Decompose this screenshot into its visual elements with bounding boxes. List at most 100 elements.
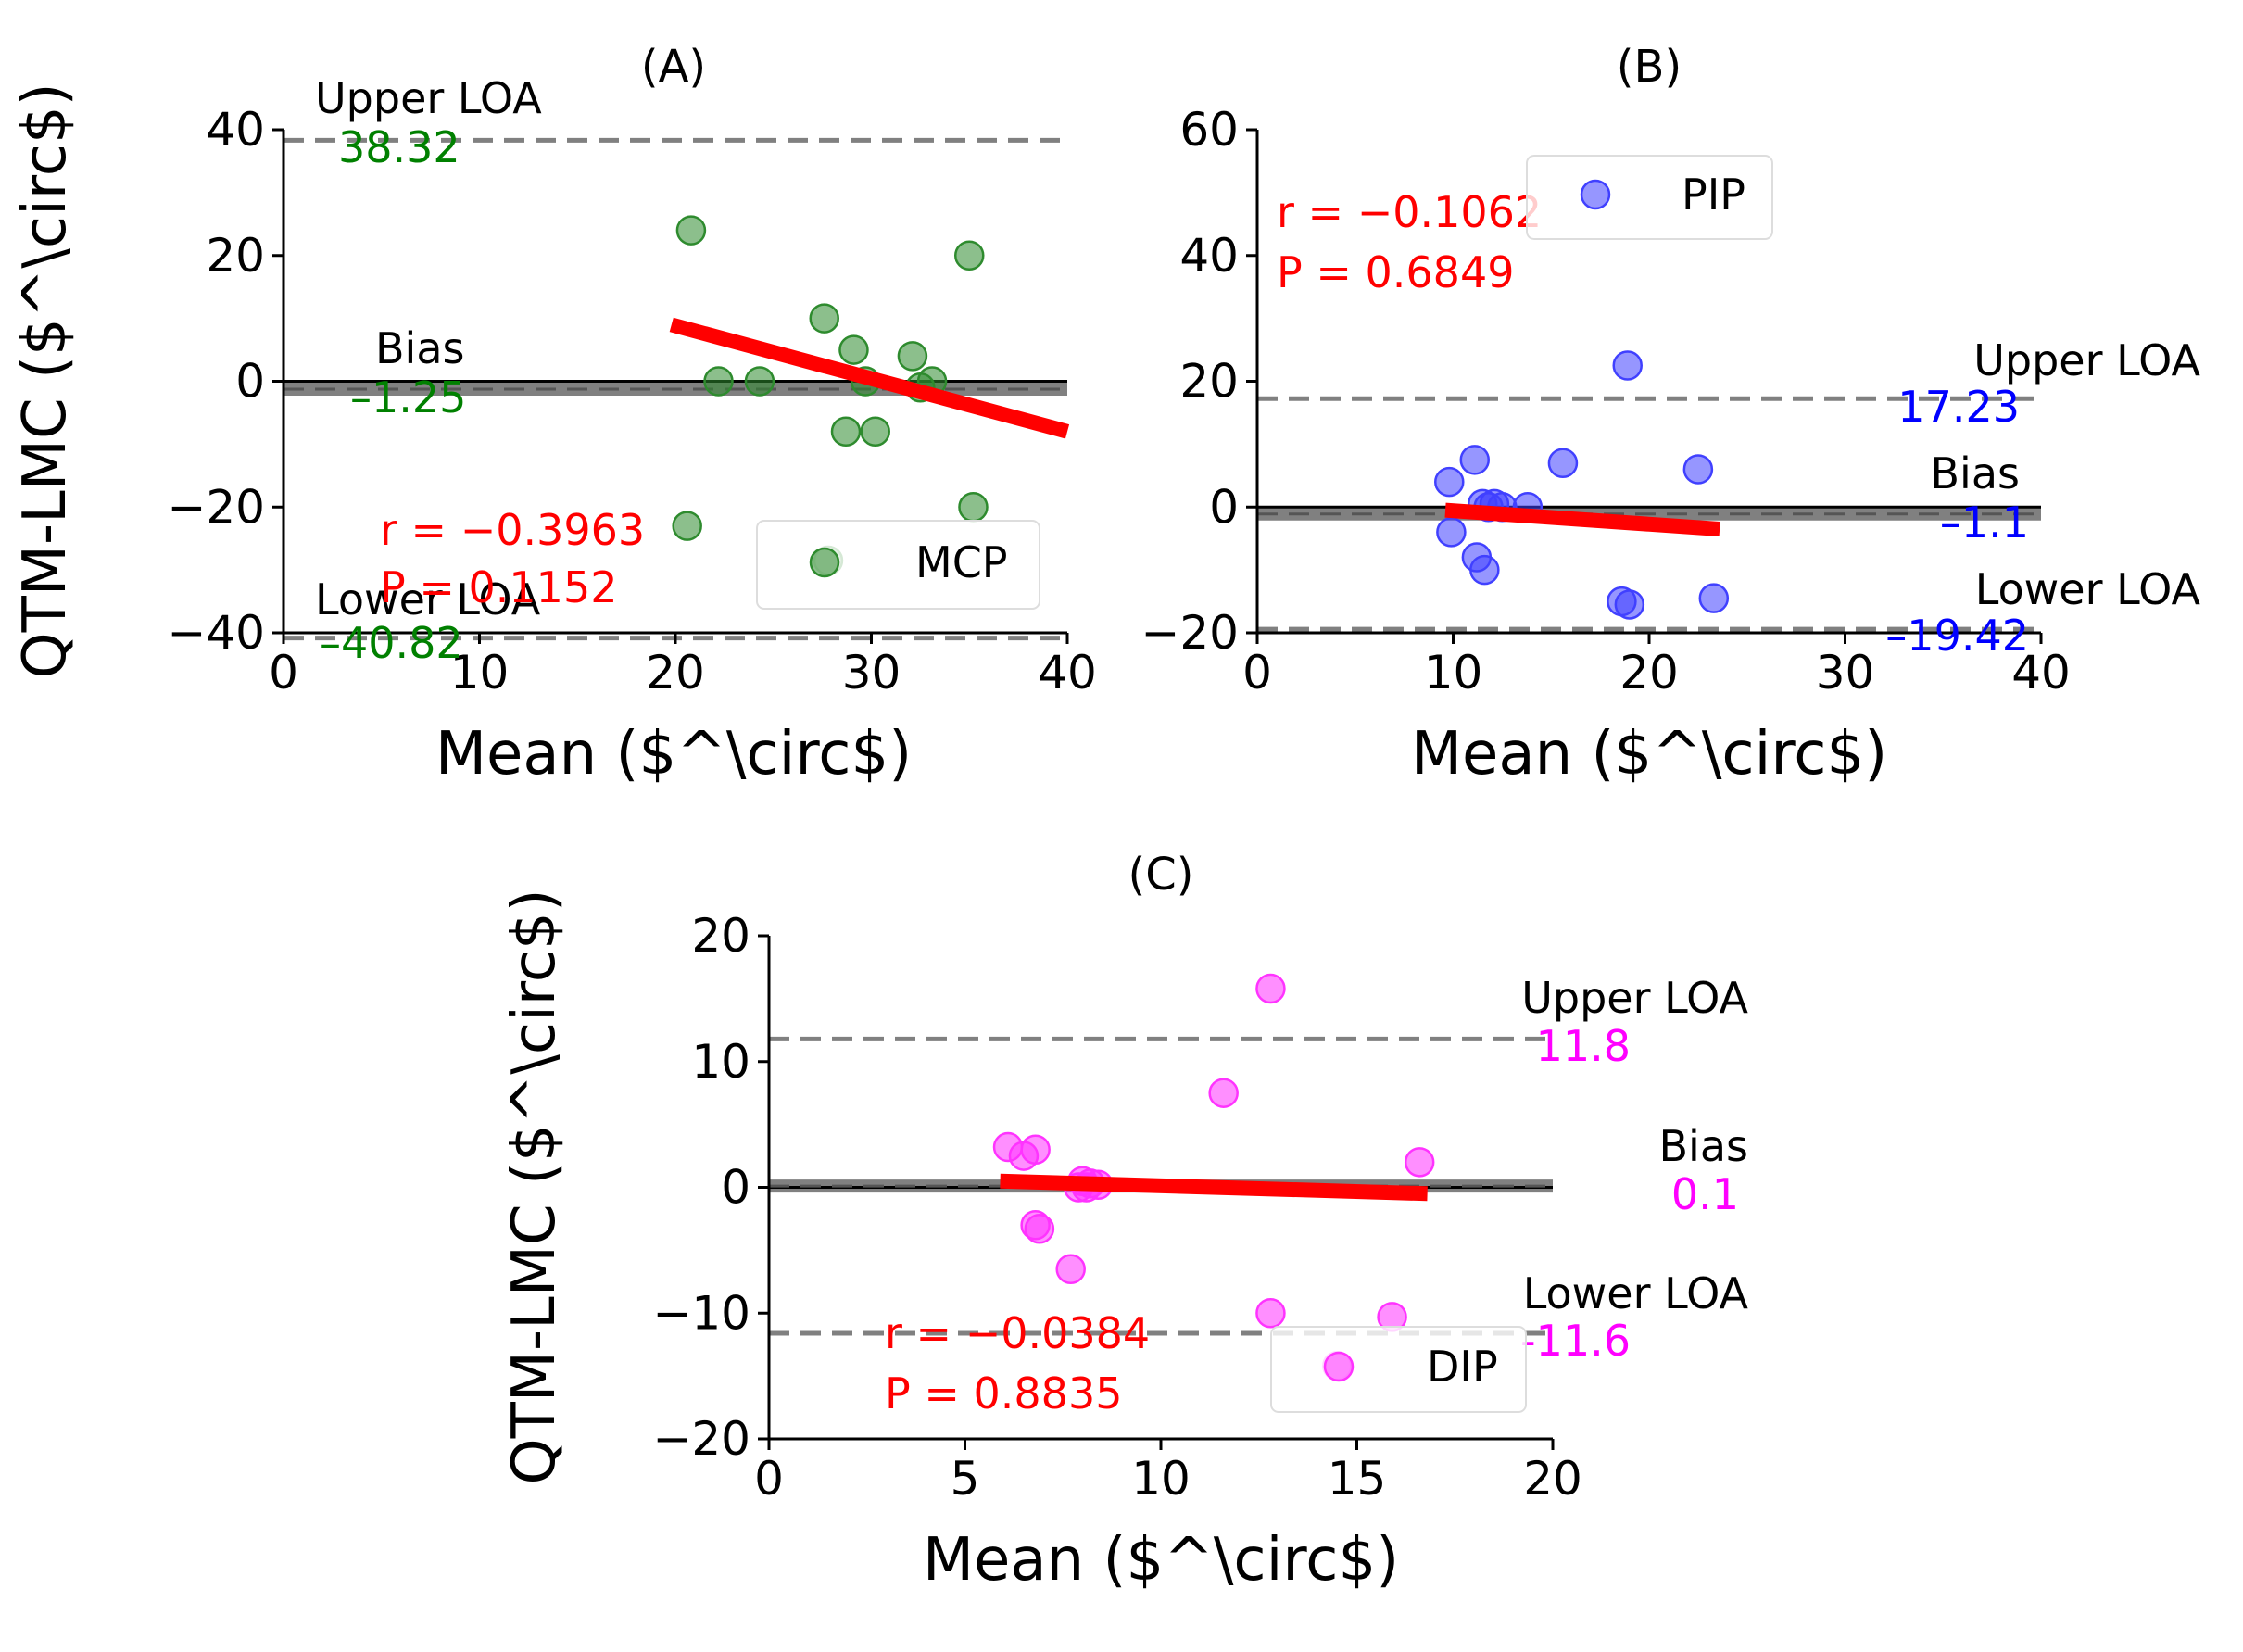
upper-loa-label: Upper LOA: [1973, 335, 2200, 385]
y-tick-label: −10: [652, 1286, 750, 1340]
lower-loa-value: –19.42: [1885, 611, 2029, 661]
regression-line: [1444, 502, 1720, 536]
data-point: [1055, 1254, 1086, 1284]
lower-loa-value: -11.6: [1520, 1316, 1631, 1366]
y-tick-label: 0: [1209, 480, 1239, 534]
legend-label: MCP: [915, 537, 1008, 587]
x-tick-label: 0: [269, 646, 298, 700]
correlation-p-text: P = 0.6849: [1277, 247, 1514, 297]
data-point: [675, 215, 707, 246]
upper-loa-value: 11.8: [1536, 1021, 1631, 1071]
data-point: [954, 240, 985, 271]
data-point: [1434, 466, 1465, 498]
legend-label: DIP: [1427, 1342, 1498, 1392]
y-tick-label: 10: [691, 1035, 750, 1089]
x-tick-label: 20: [1523, 1452, 1582, 1506]
x-tick-label: 10: [1424, 646, 1483, 700]
upper-loa-label: Upper LOA: [315, 73, 542, 123]
y-tick-label: 60: [1179, 103, 1239, 157]
data-point: [1404, 1147, 1435, 1178]
legend-marker: [1323, 1351, 1355, 1382]
data-point: [809, 303, 839, 334]
y-axis-label: QTM-LMC ($^\circ$): [11, 82, 80, 678]
data-point: [1436, 517, 1467, 548]
data-point: [1612, 350, 1643, 381]
data-point: [1459, 445, 1491, 475]
correlation-p-text: P = 0.1152: [380, 562, 617, 612]
correlation-r-text: r = −0.3963: [380, 505, 645, 555]
x-axis-label: Mean ($^\circ$): [923, 1526, 1399, 1595]
legend-box: [756, 520, 1040, 610]
data-point: [838, 334, 869, 365]
lower-loa-value: –40.82: [320, 618, 463, 668]
lower-loa-label: Lower LOA: [1523, 1268, 1749, 1318]
bias-label: Bias: [1931, 448, 2021, 498]
x-tick-label: 0: [754, 1452, 784, 1506]
x-tick-label: 40: [2011, 646, 2071, 700]
regression-line: [1000, 1173, 1428, 1202]
bias-value: –1.25: [350, 372, 466, 422]
data-point: [672, 511, 702, 541]
lower-loa-label: Lower LOA: [315, 574, 541, 624]
correlation-r-text: r = −0.0384: [885, 1308, 1150, 1358]
data-point: [830, 416, 862, 448]
data-point: [1255, 973, 1286, 1004]
upper-loa-value: 17.23: [1897, 382, 2020, 432]
x-tick-label: 15: [1328, 1452, 1387, 1506]
data-point: [1547, 448, 1579, 478]
legend-marker: [1580, 179, 1611, 210]
y-tick-label: 40: [1179, 229, 1239, 283]
data-point: [958, 492, 989, 523]
upper-loa-value: 38.32: [338, 122, 460, 172]
x-tick-label: 30: [842, 646, 901, 700]
x-tick-label: 5: [951, 1452, 980, 1506]
y-tick-label: 0: [235, 355, 265, 409]
x-tick-label: 30: [1816, 646, 1875, 700]
y-tick-label: 40: [206, 103, 265, 157]
data-point: [1469, 554, 1500, 586]
chart-panel-c: 0 5 10 15 20 20 10 0 −10 −20 (C) Mean ($^\circ$) QTM…: [500, 849, 1749, 1595]
x-tick-label: 10: [450, 646, 510, 700]
x-axis-label: Mean ($^\circ$): [1411, 720, 1887, 788]
data-point: [1208, 1078, 1239, 1108]
bias-value: –1.1: [1940, 498, 2029, 548]
legend-label: PIP: [1682, 170, 1745, 220]
data-point: [744, 366, 775, 397]
y-axis-label: QTM-LMC ($^\circ$): [500, 889, 569, 1484]
legend-marker: [809, 547, 840, 578]
data-point: [1682, 454, 1714, 485]
y-tick-label: 20: [1179, 355, 1239, 409]
x-tick-label: 10: [1131, 1452, 1191, 1506]
y-tick-label: −20: [1140, 606, 1239, 660]
data-point: [1020, 1134, 1051, 1166]
x-axis-label: Mean ($^\circ$): [435, 720, 912, 788]
y-tick-label: 20: [206, 229, 265, 283]
correlation-r-text: r = −0.1062: [1277, 187, 1542, 237]
bias-label: Bias: [1659, 1121, 1749, 1171]
data-point: [703, 366, 734, 397]
upper-loa-label: Upper LOA: [1521, 973, 1748, 1023]
data-point: [860, 416, 890, 448]
x-tick-label: 20: [1619, 646, 1679, 700]
bias-value: 0.1: [1671, 1169, 1739, 1219]
x-tick-label: 20: [646, 646, 705, 700]
y-tick-label: −20: [652, 1412, 750, 1466]
chart-title: (B): [1617, 41, 1682, 93]
data-point: [1614, 589, 1645, 620]
data-point: [1698, 583, 1730, 613]
legend-box: [1270, 1326, 1527, 1413]
x-tick-label: 0: [1242, 646, 1272, 700]
legend-box: [1526, 155, 1773, 240]
y-tick-label: −40: [167, 606, 265, 660]
y-tick-label: 0: [721, 1161, 750, 1215]
data-point: [1024, 1214, 1055, 1244]
chart-title: (A): [641, 41, 706, 93]
chart-title: (C): [1128, 849, 1194, 901]
regression-line: [669, 317, 1070, 439]
correlation-p-text: P = 0.8835: [885, 1368, 1122, 1419]
chart-panel-a: 0 10 20 30 40 40 20 0 −20 −40 (A) Mean ($^\circ$) QT…: [11, 41, 1097, 788]
lower-loa-label: Lower LOA: [1975, 564, 2201, 614]
bias-label: Bias: [375, 323, 465, 373]
